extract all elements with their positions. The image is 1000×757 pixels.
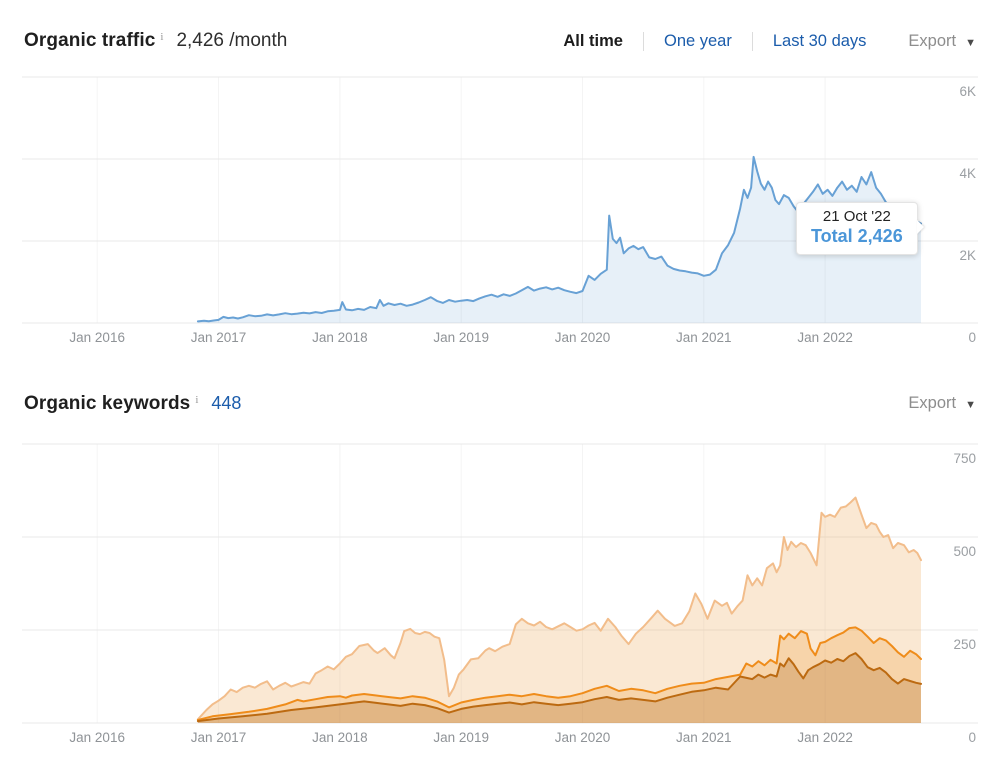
keywords-light-orange-line: [196, 496, 922, 721]
y-axis-label: 750: [953, 451, 976, 466]
info-icon[interactable]: i: [195, 394, 199, 406]
tab-last-30-days[interactable]: Last 30 days: [772, 32, 867, 50]
x-axis-label: Jan 2019: [433, 330, 489, 345]
export-label: Export: [908, 394, 957, 412]
info-icon[interactable]: i: [160, 31, 164, 43]
tab-divider: [751, 32, 753, 51]
organic-keywords-chart[interactable]: 750 500 250 0 Jan 2016 Jan 2017 Jan 2018 Jan 20…: [22, 430, 978, 752]
keywords-dark-orange-area: [197, 653, 921, 723]
keywords-light-orange-area: [197, 497, 921, 723]
organic-traffic-header: Organic traffic i 2,426 /month: [24, 30, 287, 52]
y-axis-label: 500: [953, 544, 976, 559]
tab-all-time[interactable]: All time: [563, 32, 623, 50]
y-axis-label: 2K: [959, 248, 976, 263]
organic-keywords-value[interactable]: 448: [211, 393, 242, 413]
y-axis-label: 250: [953, 637, 976, 652]
x-axis-label: Jan 2022: [797, 330, 853, 345]
export-label: Export: [908, 32, 957, 50]
y-axis-label: 4K: [959, 166, 976, 181]
chevron-down-icon: ▼: [965, 398, 976, 411]
export-button[interactable]: Export ▼: [908, 394, 976, 413]
traffic-area: [197, 156, 921, 323]
x-axis-label: Jan 2019: [433, 730, 489, 745]
x-axis-label: Jan 2020: [555, 330, 611, 345]
chart-tooltip: 21 Oct '22 Total 2,426: [796, 202, 924, 255]
x-axis-label: Jan 2021: [676, 330, 732, 345]
export-button[interactable]: Export ▼: [908, 32, 976, 51]
y-axis-label: 0: [968, 730, 976, 745]
time-range-controls: All time One year Last 30 days Export ▼: [563, 32, 976, 51]
organic-traffic-svg: 6K 4K 2K 0 Jan 2016 Jan 2017 Jan 2018 Jan 2019 J…: [22, 76, 978, 345]
organic-traffic-chart[interactable]: 6K 4K 2K 0 Jan 2016 Jan 2017 Jan 2018 Jan 2019 J…: [22, 60, 978, 355]
x-axis-label: Jan 2016: [69, 730, 125, 745]
organic-keywords-svg: 750 500 250 0 Jan 2016 Jan 2017 Jan 2018 Jan 20…: [22, 443, 978, 745]
tab-one-year[interactable]: One year: [663, 32, 732, 50]
organic-keywords-header: Organic keywords i 448: [24, 393, 241, 415]
tooltip-date: 21 Oct '22: [822, 208, 891, 225]
tab-divider: [642, 32, 644, 51]
keywords-dark-orange-line: [196, 652, 922, 723]
x-axis-label: Jan 2020: [555, 730, 611, 745]
x-axis-label: Jan 2021: [676, 730, 732, 745]
traffic-line: [196, 155, 922, 323]
chevron-down-icon: ▼: [965, 36, 976, 49]
keywords-controls: Export ▼: [908, 394, 976, 413]
tooltip-arrow: [916, 220, 924, 234]
organic-traffic-value: 2,426 /month: [176, 30, 288, 51]
keywords-orange-area: [197, 627, 921, 723]
y-axis-label: 0: [968, 330, 976, 345]
y-axis-label: 6K: [959, 84, 976, 99]
x-axis-label: Jan 2016: [69, 330, 125, 345]
x-axis-label: Jan 2018: [312, 730, 368, 745]
keywords-orange-line: [196, 626, 922, 721]
tooltip-total: Total 2,426: [811, 226, 903, 246]
x-axis-label: Jan 2018: [312, 330, 368, 345]
x-axis-label: Jan 2017: [191, 330, 247, 345]
organic-keywords-title: Organic keywords: [24, 393, 191, 414]
organic-traffic-title: Organic traffic: [24, 30, 156, 51]
x-axis-label: Jan 2017: [191, 730, 247, 745]
x-axis-label: Jan 2022: [797, 730, 853, 745]
